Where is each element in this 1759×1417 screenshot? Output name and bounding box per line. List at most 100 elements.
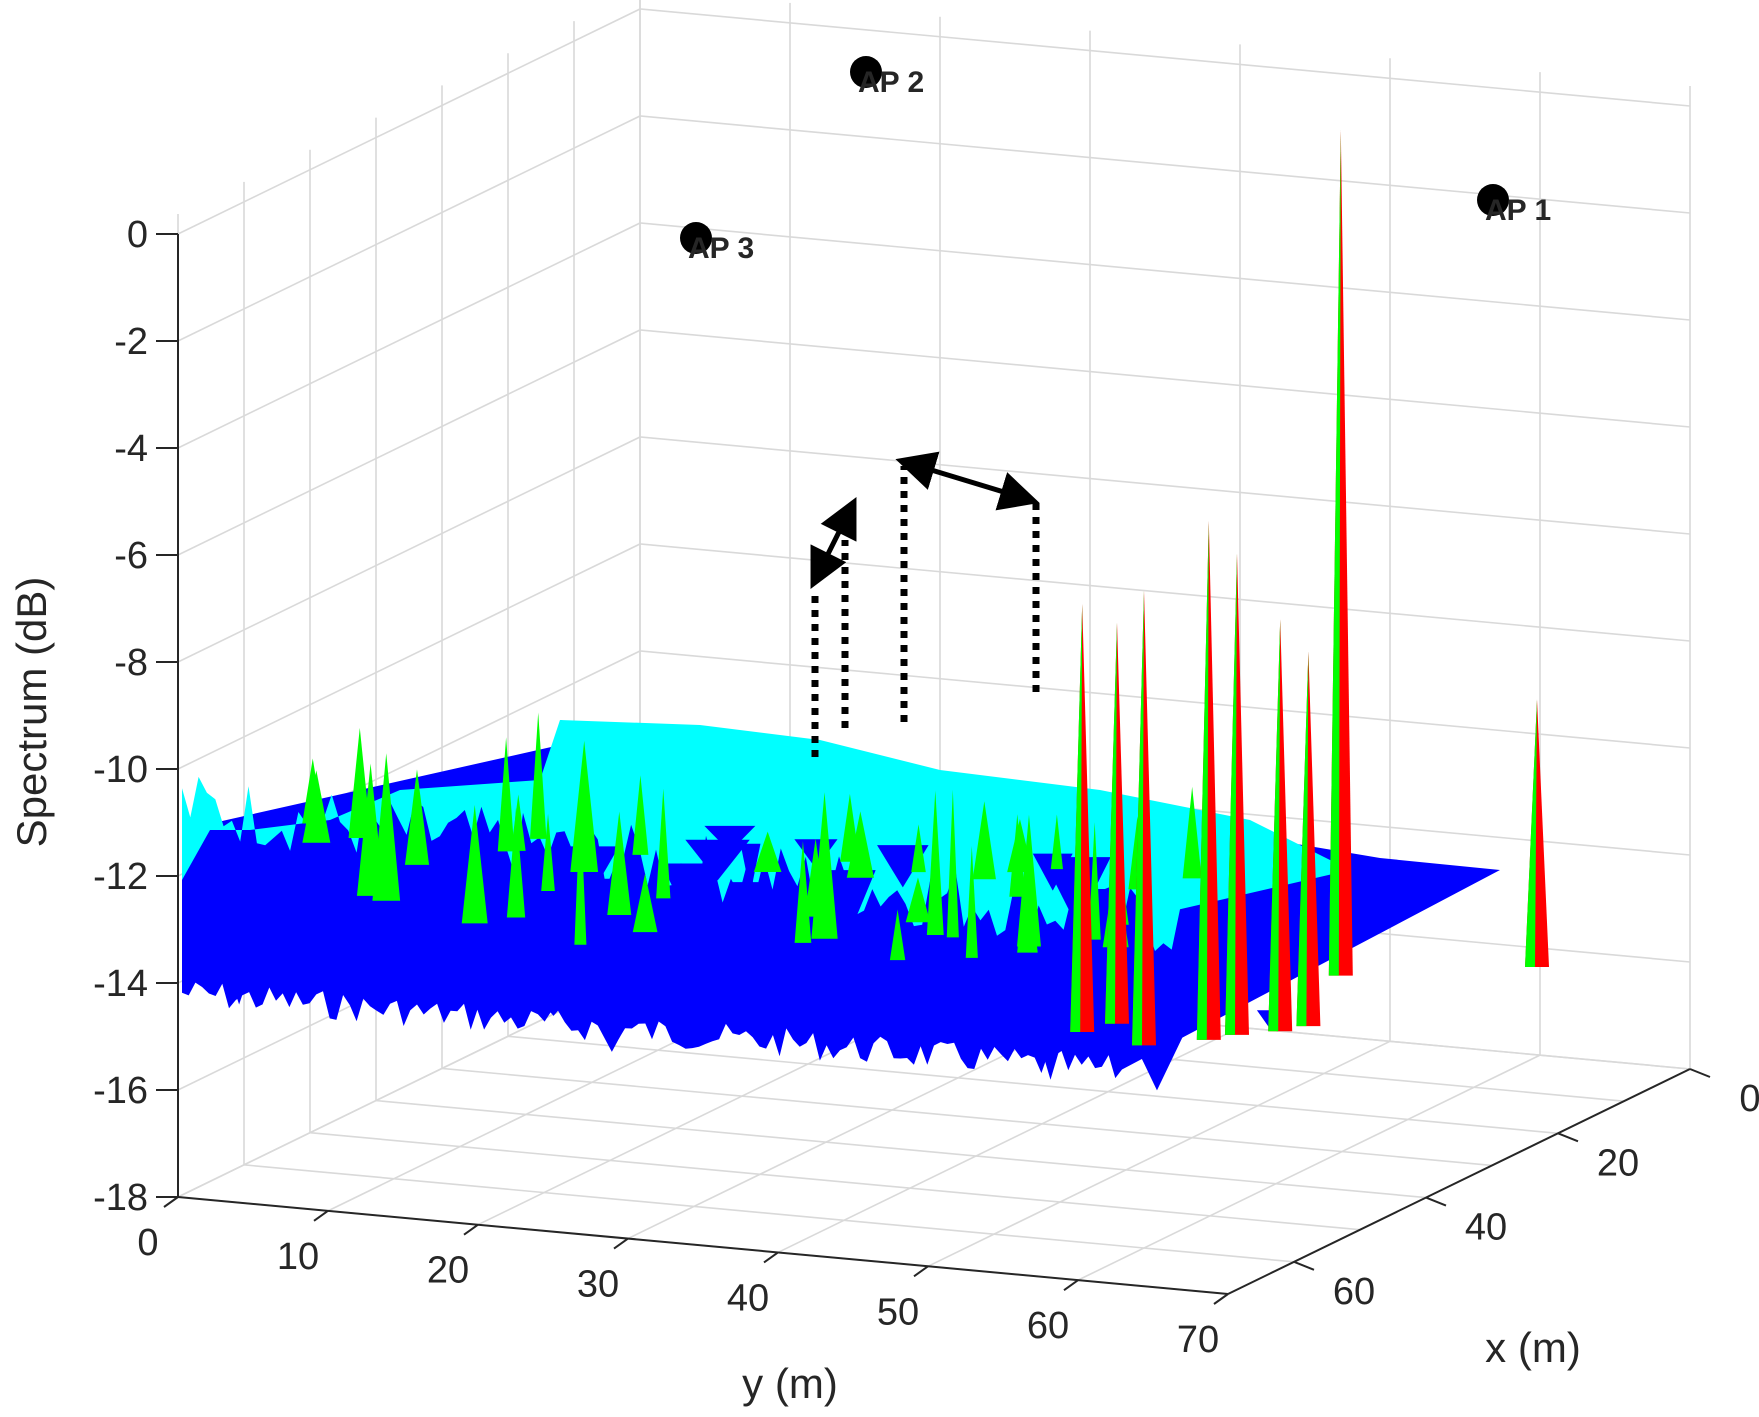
x-gridline-floor [309, 1131, 1361, 1231]
surface-spike [506, 807, 526, 918]
surface-spike [965, 845, 978, 958]
z-gridline [177, 115, 1691, 342]
surface-dip [685, 839, 750, 881]
surface-spike [497, 737, 515, 852]
surface-spike [510, 794, 526, 851]
surface-peak-edge [1132, 590, 1144, 1046]
z-gridline [177, 8, 1691, 235]
y-tick [313, 1210, 329, 1222]
access-point-label: AP 1 [1485, 194, 1551, 227]
y-tick [1063, 1279, 1079, 1291]
z-tick-label: -6 [114, 535, 148, 577]
z-tick-label: -16 [93, 1070, 148, 1112]
y-tick [913, 1265, 929, 1278]
surface-spike [461, 804, 488, 924]
annotations [810, 451, 1040, 757]
z-tick-label: -2 [114, 321, 148, 363]
surface-peak-edge [1328, 130, 1341, 976]
z-gridline [177, 222, 1691, 449]
surface-dip [847, 1006, 881, 1048]
access-point-label: AP 3 [688, 232, 754, 265]
surface-spike [348, 727, 372, 838]
y-tick [763, 1251, 779, 1264]
z-tick-label: -18 [93, 1177, 148, 1219]
z-axis-label: Spectrum (dB) [8, 577, 55, 848]
surface-spike [840, 793, 860, 862]
axes-grid [177, 0, 1691, 1295]
x-axis-line [1227, 1068, 1691, 1295]
x-tick [1689, 1068, 1711, 1078]
y-axis-label: y (m) [742, 1360, 838, 1407]
x-tick-label: 60 [1333, 1271, 1375, 1313]
z-tick-label: 0 [127, 214, 148, 256]
z-tick-label: -4 [114, 428, 148, 470]
surface-dip [345, 934, 414, 992]
x-tick-label: 40 [1465, 1207, 1507, 1249]
surface-peak-edge [1105, 622, 1117, 1024]
surface-dip [827, 995, 849, 1035]
surface-spike [926, 790, 944, 935]
surface-dip [731, 882, 764, 934]
surface-dip [421, 942, 447, 990]
surface-spike [302, 758, 324, 824]
surface-dip [200, 881, 257, 921]
surface-peak-edge [1196, 520, 1209, 1040]
y-tick-label: 50 [877, 1291, 919, 1333]
surface-spike [1007, 818, 1033, 873]
y-tick [613, 1237, 629, 1250]
surface-dip [312, 879, 348, 949]
surface-dip [949, 964, 971, 1000]
y-tick-label: 0 [137, 1222, 158, 1264]
surface-spike [753, 831, 782, 873]
surface-dip [746, 923, 793, 1000]
access-point-marker [850, 56, 882, 88]
access-point-label: AP 2 [858, 66, 924, 99]
y-tick-label: 30 [577, 1264, 619, 1306]
surface-dip [218, 942, 260, 1005]
y-tick-label: 10 [277, 1236, 319, 1278]
surface-dip [581, 995, 643, 1052]
surface-dip [706, 918, 771, 979]
surface-dip [706, 981, 732, 1031]
x-tick [1557, 1132, 1579, 1143]
surface-spike [607, 811, 632, 915]
x-axis-label: x (m) [1485, 1324, 1581, 1371]
surface-dip [553, 846, 620, 904]
y-tick [1213, 1293, 1229, 1305]
x-tick-label: 20 [1597, 1142, 1639, 1184]
surface-spike [972, 801, 996, 880]
surface-peak-edge [1225, 553, 1237, 1035]
surface-spike [372, 753, 401, 901]
surface-spike [889, 909, 906, 961]
surface-spike [1088, 822, 1101, 940]
surface-dip [593, 952, 637, 988]
surface-spike [1017, 860, 1038, 953]
surface-spike [632, 775, 649, 855]
z-tick-label: -8 [114, 642, 148, 684]
surface-spike [541, 813, 555, 892]
surface-spike [529, 712, 547, 839]
y-tick [463, 1223, 479, 1236]
surface-spike [656, 788, 671, 899]
y-axis-line [177, 1196, 1229, 1295]
y-gridline-floor [1077, 1054, 1541, 1281]
x-tick-label: 0 [1739, 1078, 1759, 1120]
x-gridline-floor [243, 1164, 1295, 1263]
surface-dip [1029, 1007, 1072, 1080]
y-gridline-floor [927, 1040, 1391, 1268]
access-points: AP 1 AP 2 AP 3 [680, 56, 1551, 265]
surface-spike [574, 800, 587, 945]
surface-spike [946, 789, 959, 938]
x-gridline-floor [441, 1067, 1493, 1167]
y-tick-label: 20 [427, 1250, 469, 1292]
x-tick [1293, 1260, 1315, 1271]
y-tick-label: 70 [1177, 1319, 1219, 1361]
surface-dip [231, 891, 275, 945]
surface-peak-edge [1070, 604, 1083, 1033]
surface-dip [661, 863, 721, 926]
surface-spike [570, 740, 599, 872]
x-tick [1425, 1196, 1447, 1207]
surface-dip [298, 868, 323, 898]
surface-dip [704, 825, 756, 852]
